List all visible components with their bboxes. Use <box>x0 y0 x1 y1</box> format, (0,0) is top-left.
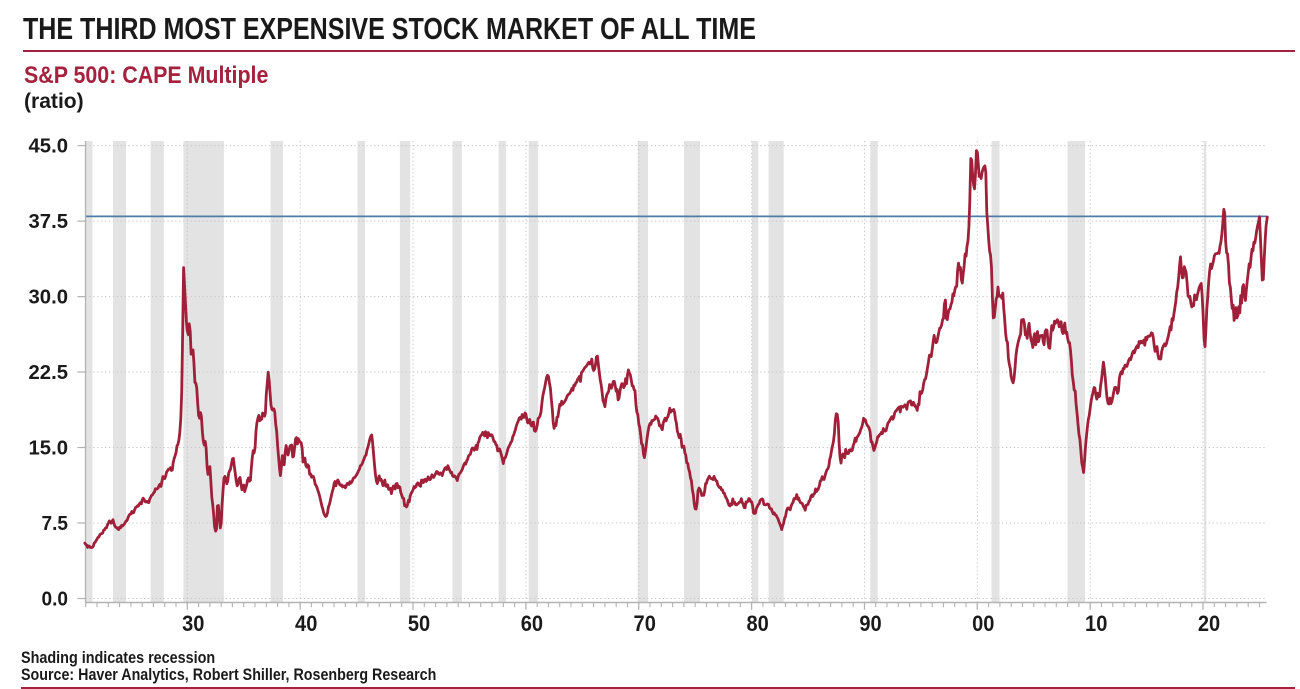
svg-text:37.5: 37.5 <box>29 210 69 233</box>
svg-text:30: 30 <box>182 611 204 636</box>
svg-text:15.0: 15.0 <box>29 437 69 460</box>
svg-text:10: 10 <box>1085 611 1107 636</box>
svg-text:20: 20 <box>1198 611 1220 636</box>
svg-text:50: 50 <box>408 611 430 636</box>
svg-text:90: 90 <box>859 611 881 636</box>
svg-text:0.0: 0.0 <box>42 588 69 611</box>
svg-text:60: 60 <box>521 611 543 636</box>
svg-text:40: 40 <box>295 611 317 636</box>
svg-text:80: 80 <box>746 611 768 636</box>
svg-text:22.5: 22.5 <box>29 361 69 384</box>
svg-text:70: 70 <box>634 611 656 636</box>
svg-text:7.5: 7.5 <box>42 512 69 535</box>
svg-text:45.0: 45.0 <box>29 135 69 158</box>
svg-text:00: 00 <box>972 611 994 636</box>
svg-text:30.0: 30.0 <box>29 286 69 309</box>
